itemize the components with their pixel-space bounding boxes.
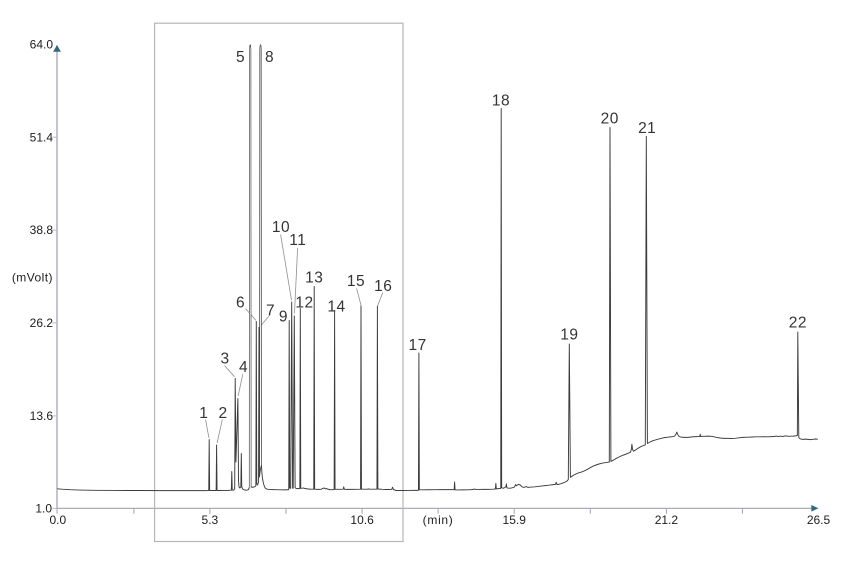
svg-text:16: 16 [374, 278, 392, 295]
svg-text:(mVolt): (mVolt) [12, 271, 53, 285]
svg-text:21: 21 [638, 120, 656, 137]
svg-text:20: 20 [601, 110, 619, 127]
svg-text:10.6: 10.6 [350, 513, 374, 527]
svg-text:9: 9 [279, 309, 288, 326]
svg-text:3: 3 [220, 351, 229, 368]
svg-text:19: 19 [560, 327, 578, 344]
svg-text:15: 15 [347, 273, 365, 290]
svg-text:64.0: 64.0 [30, 37, 54, 51]
svg-text:8: 8 [265, 49, 274, 66]
svg-text:5.3: 5.3 [202, 513, 219, 527]
svg-text:11: 11 [289, 232, 306, 249]
svg-text:4: 4 [239, 359, 248, 376]
svg-text:1: 1 [199, 405, 208, 422]
svg-text:26.2: 26.2 [30, 316, 54, 330]
svg-text:51.4: 51.4 [30, 130, 54, 144]
svg-text:13.6: 13.6 [30, 409, 54, 423]
svg-text:1.0: 1.0 [35, 501, 52, 515]
svg-text:7: 7 [266, 302, 275, 319]
svg-text:12: 12 [295, 294, 313, 311]
svg-text:17: 17 [408, 337, 426, 354]
svg-text:18: 18 [492, 93, 510, 110]
svg-text:15.9: 15.9 [503, 513, 527, 527]
svg-text:0.0: 0.0 [49, 513, 66, 527]
svg-text:21.2: 21.2 [655, 513, 679, 527]
svg-text:6: 6 [236, 295, 245, 312]
svg-text:2: 2 [218, 405, 227, 422]
svg-text:13: 13 [305, 269, 323, 286]
svg-text:10: 10 [272, 219, 290, 236]
svg-text:22: 22 [789, 315, 807, 332]
svg-text:26.5: 26.5 [807, 513, 831, 527]
svg-text:(min): (min) [423, 513, 454, 527]
svg-text:5: 5 [236, 49, 245, 66]
svg-text:38.8: 38.8 [30, 223, 54, 237]
svg-text:14: 14 [327, 298, 345, 315]
